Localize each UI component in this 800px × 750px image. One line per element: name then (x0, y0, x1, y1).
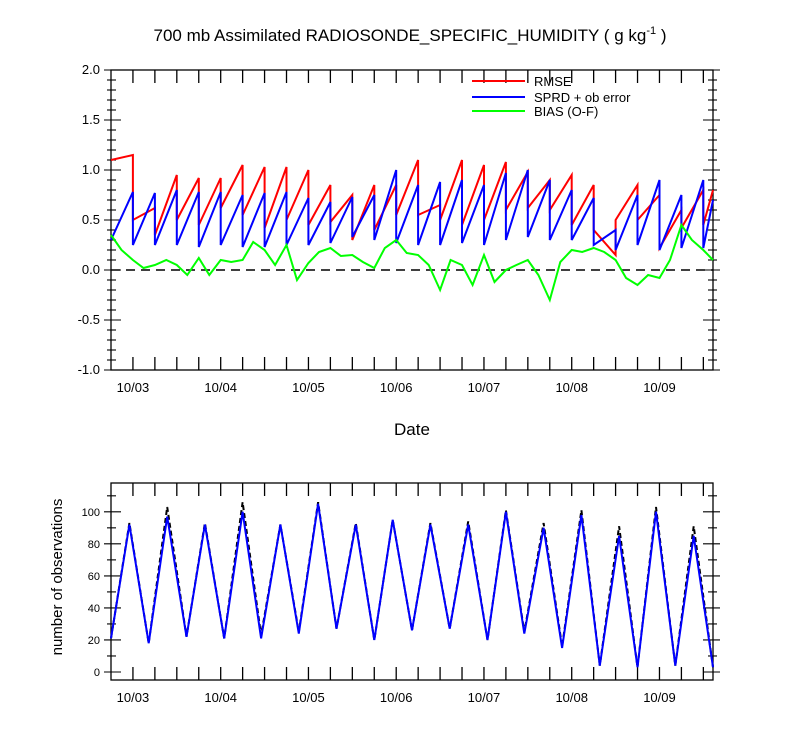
bottom-x-tick-label: 10/09 (643, 690, 676, 705)
legend-label-0: RMSE (534, 74, 572, 89)
bottom-y-tick-label: 0 (94, 667, 100, 679)
bottom-series-observations-total (110, 502, 714, 668)
bottom-x-tick-label: 10/07 (468, 690, 501, 705)
top-x-tick-label: 10/05 (292, 380, 325, 395)
top-series-bias-o-f (110, 222, 714, 303)
bottom-x-tick-label: 10/04 (204, 690, 237, 705)
chart-title: 700 mb Assimilated RADIOSONDE_SPECIFIC_H… (154, 25, 667, 45)
top-y-tick-label: 0.0 (82, 262, 100, 277)
bottom-series-observations-assimilated (110, 503, 714, 668)
top-y-tick-label: -1.0 (78, 362, 100, 377)
top-y-tick-label: 0.5 (82, 212, 100, 227)
top-x-tick-label: 10/08 (555, 380, 588, 395)
bottom-x-tick-label: 10/03 (117, 690, 150, 705)
bottom-y-tick-label: 100 (82, 507, 100, 519)
top-y-tick-label: -0.5 (78, 312, 100, 327)
bottom-x-tick-label: 10/08 (555, 690, 588, 705)
top-x-tick-label: 10/07 (468, 380, 501, 395)
top-x-tick-label: 10/06 (380, 380, 413, 395)
top-y-tick-label: 2.0 (82, 62, 100, 77)
top-x-tick-label: 10/04 (204, 380, 237, 395)
bottom-y-tick-label: 40 (88, 603, 100, 615)
top-series-sprd-ob-error (110, 169, 714, 251)
bottom-y-tick-label: 20 (88, 635, 100, 647)
legend-label-2: BIAS (O-F) (534, 104, 598, 119)
bottom-y-tick-label: 60 (88, 571, 100, 583)
y-axis-label-observations: number of observations (49, 499, 66, 656)
bottom-y-tick-label: 80 (88, 539, 100, 551)
top-x-tick-label: 10/09 (643, 380, 676, 395)
chart-title-exponent: -1 (646, 25, 656, 37)
x-axis-label: Date (394, 420, 430, 439)
top-y-tick-label: 1.0 (82, 162, 100, 177)
top-y-tick-label: 1.5 (82, 112, 100, 127)
bottom-x-tick-label: 10/06 (380, 690, 413, 705)
chart-title-main: 700 mb Assimilated RADIOSONDE_SPECIFIC_H… (154, 26, 647, 45)
top-x-tick-label: 10/03 (117, 380, 150, 395)
chart-title-suffix: ) (656, 26, 666, 45)
bottom-x-tick-label: 10/05 (292, 690, 325, 705)
legend-label-1: SPRD + ob error (534, 90, 631, 105)
top-panel: -1.0 -0.5 0.0 0.5 1.0 1.5 2.0 10/03 10/04 10/05 10… (78, 62, 720, 395)
bottom-panel: 0 20 40 60 80 100 10/03 10/04 10/05 10/06 10/07 10/… (82, 482, 720, 705)
bottom-frame (110, 482, 714, 681)
